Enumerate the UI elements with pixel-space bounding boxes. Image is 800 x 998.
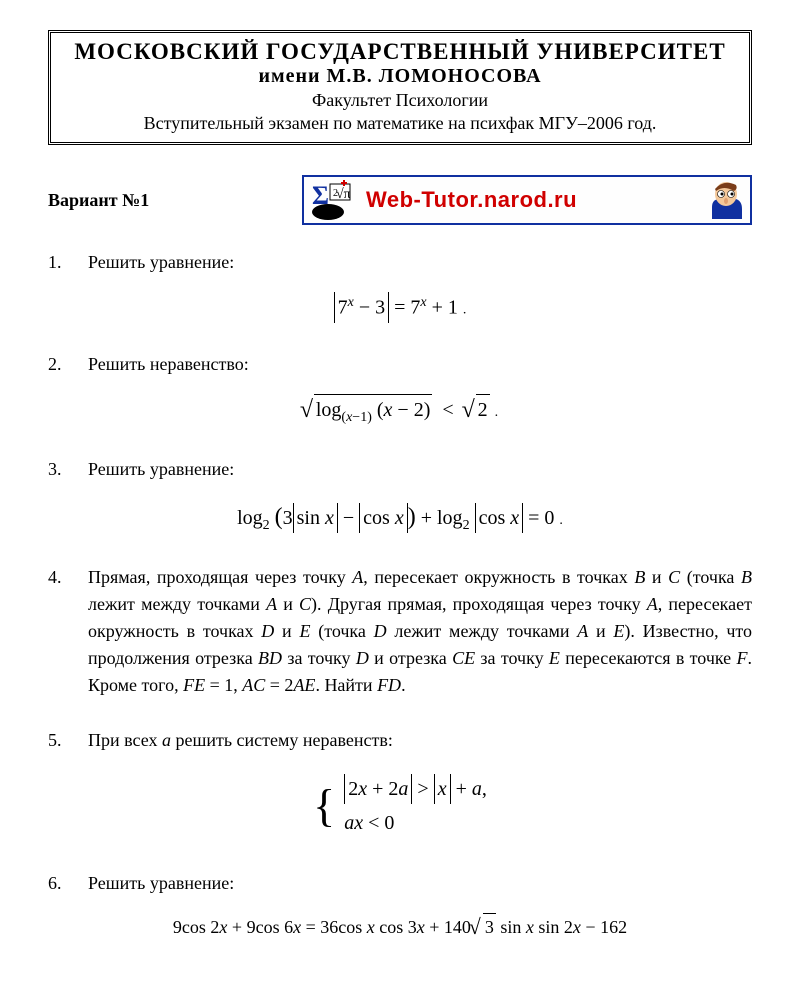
problems-list: 1. Решить уравнение: 7x − 3 = 7x + 1 . 2… xyxy=(48,249,752,941)
faculty-name: Факультет Психологии xyxy=(61,90,739,111)
variant-label: Вариант №1 xyxy=(48,190,149,211)
problem-3-formula: log2 (3sin x − cos x) + log2 cos x = 0 . xyxy=(48,499,752,536)
svg-text:Σ: Σ xyxy=(312,181,329,210)
problem-number: 5. xyxy=(48,727,88,754)
problem-text: При всех a решить систему неравенств: xyxy=(88,727,752,754)
page-root: МОСКОВСКИЙ ГОСУДАРСТВЕННЫЙ УНИВЕРСИТЕТ и… xyxy=(0,0,800,977)
problem-text: Прямая, проходящая через точку A, пересе… xyxy=(88,564,752,699)
problem-5-formula: { 2x + 2a > x + a, ax < 0 xyxy=(48,770,752,842)
university-subtitle: имени М.В. ЛОМОНОСОВА xyxy=(61,65,739,88)
svg-text:√π: √π xyxy=(336,187,351,202)
problem-1-formula: 7x − 3 = 7x + 1 . xyxy=(48,292,752,323)
variant-row: Вариант №1 Σ 2 √π Web-Tutor.narod.ru xyxy=(48,175,752,225)
problem-6-formula: 9cos 2x + 9cos 6x = 36cos x cos 3x + 140… xyxy=(48,913,752,941)
exam-description: Вступительный экзамен по математике на п… xyxy=(61,113,739,134)
problem-number: 4. xyxy=(48,564,88,591)
problem-2-formula: log(x−1) (x − 2) < 2 . xyxy=(48,394,752,428)
banner-url[interactable]: Web-Tutor.narod.ru xyxy=(366,187,706,213)
problem-number: 6. xyxy=(48,870,88,897)
problem-text: Решить уравнение: xyxy=(88,249,752,276)
banner[interactable]: Σ 2 √π Web-Tutor.narod.ru xyxy=(302,175,752,225)
problem-1: 1. Решить уравнение: 7x − 3 = 7x + 1 . xyxy=(48,249,752,323)
problem-5: 5. При всех a решить систему неравенств:… xyxy=(48,727,752,842)
problem-text: Решить неравенство: xyxy=(88,351,752,378)
header-box: МОСКОВСКИЙ ГОСУДАРСТВЕННЫЙ УНИВЕРСИТЕТ и… xyxy=(48,30,752,145)
problem-4: 4. Прямая, проходящая через точку A, пер… xyxy=(48,564,752,699)
sigma-math-icon: Σ 2 √π xyxy=(308,178,358,222)
problem-number: 3. xyxy=(48,456,88,483)
problem-3: 3. Решить уравнение: log2 (3sin x − cos … xyxy=(48,456,752,536)
university-name: МОСКОВСКИЙ ГОСУДАРСТВЕННЫЙ УНИВЕРСИТЕТ xyxy=(61,39,739,65)
problem-text: Решить уравнение: xyxy=(88,870,752,897)
problem-number: 2. xyxy=(48,351,88,378)
problem-6: 6. Решить уравнение: 9cos 2x + 9cos 6x =… xyxy=(48,870,752,941)
problem-text: Решить уравнение: xyxy=(88,456,752,483)
problem-2: 2. Решить неравенство: log(x−1) (x − 2) … xyxy=(48,351,752,428)
problem-number: 1. xyxy=(48,249,88,276)
cartoon-face-icon xyxy=(706,177,746,223)
